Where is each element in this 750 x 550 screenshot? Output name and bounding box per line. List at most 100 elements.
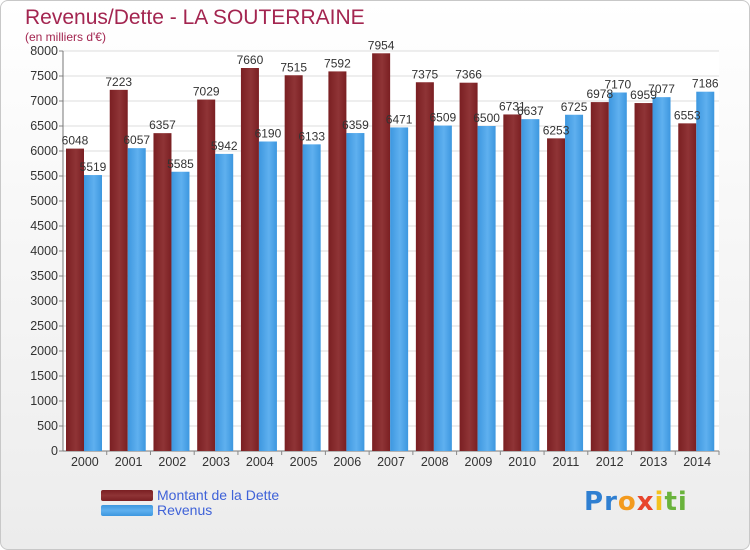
x-tick-label: 2005 [290, 455, 318, 469]
logo-letter: x [636, 487, 655, 517]
x-tick-label: 2002 [158, 455, 186, 469]
data-label-revenue: 5519 [80, 160, 107, 174]
bar-debt [415, 82, 434, 451]
data-label-revenue: 6471 [386, 112, 413, 126]
logo-letter: P [584, 487, 605, 517]
y-tick-label: 8000 [30, 44, 58, 58]
data-label-revenue: 6725 [561, 100, 588, 114]
y-tick-label: 2500 [30, 319, 58, 333]
data-label-debt: 7515 [280, 60, 307, 74]
data-label-revenue: 6359 [342, 118, 369, 132]
data-label-debt: 7366 [455, 68, 482, 82]
legend-label-debt: Montant de la Dette [157, 487, 280, 503]
data-label-revenue: 6190 [255, 127, 282, 141]
logo-letter: t [664, 487, 678, 517]
bar-debt [284, 75, 303, 451]
bar-revenue [565, 114, 584, 451]
legend-swatch-revenue [101, 505, 153, 516]
bar-debt [459, 82, 478, 451]
proxiti-logo: Proxiti [584, 487, 688, 517]
data-label-debt: 7223 [105, 75, 132, 89]
x-tick-label: 2006 [333, 455, 361, 469]
chart-title: Revenus/Dette - LA SOUTERRAINE [25, 6, 365, 29]
legend-label-revenue: Revenus [157, 502, 213, 518]
bar-revenue [390, 127, 409, 451]
data-label-debt: 7029 [193, 85, 220, 99]
data-label-debt: 7954 [368, 38, 395, 52]
x-tick-label: 2001 [115, 455, 143, 469]
x-tick-label: 2007 [377, 455, 405, 469]
bar-revenue [258, 141, 277, 451]
bar-revenue [652, 97, 671, 452]
y-tick-label: 7000 [30, 94, 58, 108]
y-tick-label: 6000 [30, 144, 58, 158]
y-tick-label: 3000 [30, 294, 58, 308]
data-label-debt: 6731 [499, 99, 526, 113]
bar-debt [372, 53, 391, 452]
logo-letter: i [654, 487, 665, 517]
logo-letter: i [677, 487, 688, 517]
data-label-debt: 7592 [324, 56, 351, 70]
x-tick-label: 2008 [421, 455, 449, 469]
bar-revenue [84, 175, 102, 452]
bar-revenue [127, 148, 146, 451]
y-tick-label: 5000 [30, 194, 58, 208]
bar-revenue [302, 144, 321, 451]
bar-debt [328, 71, 347, 452]
data-label-revenue: 6500 [473, 111, 500, 125]
bar-revenue [215, 153, 234, 451]
data-label-revenue: 7077 [648, 82, 675, 96]
bar-debt [590, 102, 609, 451]
legend-swatch-debt [101, 490, 153, 501]
bar-revenue [477, 126, 496, 451]
data-label-debt: 6357 [149, 118, 176, 132]
data-label-debt: 7375 [412, 67, 439, 81]
bar-debt [678, 123, 697, 451]
y-tick-label: 3500 [30, 269, 58, 283]
data-label-debt: 7660 [237, 53, 264, 67]
logo-letter: o [617, 487, 637, 517]
bar-revenue [171, 171, 190, 451]
bar-debt [153, 133, 172, 451]
y-tick-label: 1500 [30, 369, 58, 383]
x-tick-label: 2010 [508, 455, 536, 469]
y-tick-label: 1000 [30, 394, 58, 408]
x-tick-label: 2012 [596, 455, 624, 469]
x-tick-label: 2009 [465, 455, 493, 469]
x-tick-label: 2004 [246, 455, 274, 469]
bar-debt [547, 138, 566, 451]
y-tick-label: 500 [37, 419, 58, 433]
y-tick-label: 0 [51, 444, 58, 458]
data-label-revenue: 6133 [298, 129, 325, 143]
data-label-revenue: 7186 [692, 77, 719, 91]
y-tick-label: 6500 [30, 119, 58, 133]
data-label-revenue: 5942 [211, 139, 238, 153]
x-tick-label: 2000 [71, 455, 99, 469]
logo-letter: r [604, 487, 618, 517]
y-tick-label: 4500 [30, 219, 58, 233]
x-tick-label: 2003 [202, 455, 230, 469]
y-tick-label: 4000 [30, 244, 58, 258]
bar-debt [503, 114, 522, 451]
bar-revenue [521, 119, 540, 452]
chart-subtitle: (en milliers d'€) [25, 30, 106, 44]
bar-revenue [696, 91, 715, 451]
x-tick-label: 2014 [683, 455, 711, 469]
bar-debt [109, 89, 128, 451]
data-label-debt: 6253 [543, 123, 570, 137]
data-label-revenue: 6057 [123, 133, 150, 147]
x-tick-label: 2013 [639, 455, 667, 469]
bar-revenue [608, 92, 627, 451]
y-tick-label: 7500 [30, 69, 58, 83]
data-label-revenue: 7170 [604, 78, 631, 92]
data-label-debt: 6048 [62, 134, 89, 148]
bar-debt [66, 148, 84, 451]
bar-debt [634, 103, 653, 452]
data-label-revenue: 6509 [430, 111, 457, 125]
data-label-debt: 6553 [674, 108, 701, 122]
bar-revenue [433, 125, 452, 452]
bar-debt [240, 68, 259, 451]
data-label-debt: 6978 [586, 87, 613, 101]
